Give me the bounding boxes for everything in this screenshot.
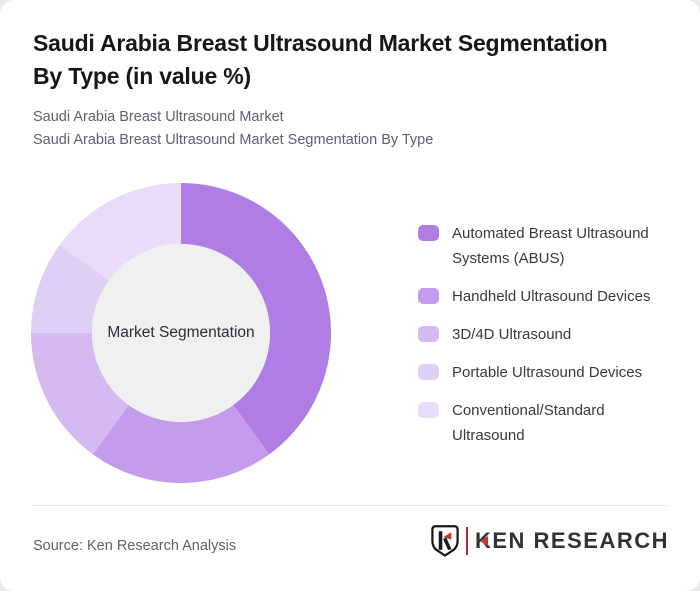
page-title-line-2: By Type (in value %) [33,63,251,89]
legend-label: Handheld Ultrasound Devices [452,288,651,305]
legend-swatch [418,225,439,241]
footer-divider [33,505,667,506]
donut-svg [31,183,331,483]
legend-swatch [418,326,439,342]
donut-inner-circle [92,244,270,422]
logo-wordmark: KEN RESEARCH [474,527,669,553]
page-title-line-1: Saudi Arabia Breast Ultrasound Market Se… [33,30,608,56]
legend-item: Portable Ultrasound Devices [418,360,660,385]
logo-k-red-triangle-icon [479,535,488,546]
logo-separator [465,526,468,555]
source-note: Source: Ken Research Analysis [33,538,237,554]
donut-segment [31,244,109,333]
legend-swatch [418,288,439,304]
legend-item: Automated Breast Ultrasound Systems (ABU… [418,221,660,271]
shield-k-icon [431,524,459,557]
legend-label: Portable Ultrasound Devices [452,364,643,381]
page-subtitle: Saudi Arabia Breast Ultrasound Market Sa… [33,106,653,152]
donut-chart: Market Segmentation [31,183,331,483]
legend-swatch [418,364,439,380]
donut-segment [92,405,270,483]
ken-research-logo: KEN RESEARCH [431,524,669,557]
donut-segment [181,183,331,455]
legend-label: Conventional/Standard Ultrasound [452,402,605,444]
legend-swatch [418,402,439,418]
legend-label: 3D/4D Ultrasound [452,326,572,343]
subtitle-line-2: Saudi Arabia Breast Ultrasound Market Se… [33,132,434,148]
page-title: Saudi Arabia Breast Ultrasound Market Se… [33,27,677,93]
chart-legend: Automated Breast Ultrasound Systems (ABU… [418,221,660,448]
legend-item: 3D/4D Ultrasound [418,322,660,347]
donut-segment [59,183,181,281]
legend-item: Conventional/Standard Ultrasound [418,398,660,448]
subtitle-line-1: Saudi Arabia Breast Ultrasound Market [33,109,284,125]
donut-segment [31,333,129,455]
legend-label: Automated Breast Ultrasound Systems (ABU… [452,225,649,267]
legend-item: Handheld Ultrasound Devices [418,284,660,309]
